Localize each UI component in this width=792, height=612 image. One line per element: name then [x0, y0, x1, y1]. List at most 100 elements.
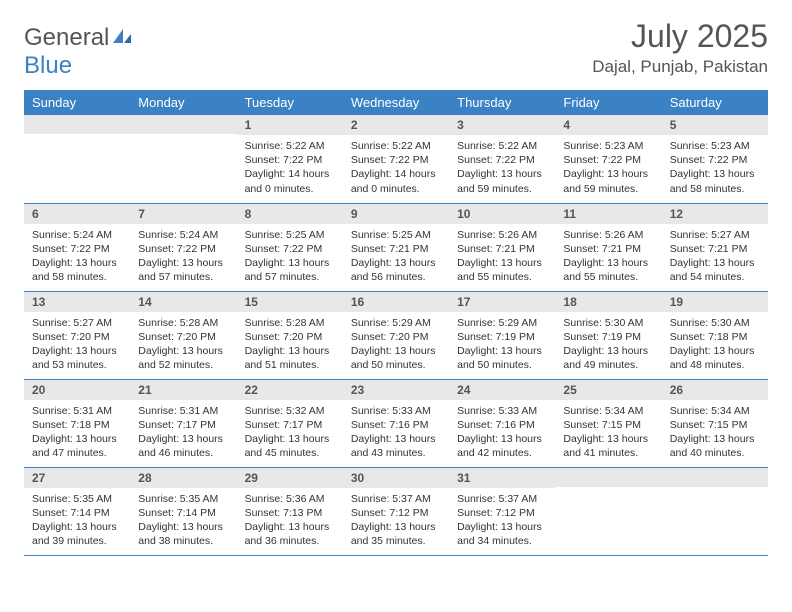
day-body: Sunrise: 5:37 AMSunset: 7:12 PMDaylight:…: [343, 488, 449, 555]
daylight-text: Daylight: 13 hours and 53 minutes.: [32, 344, 122, 372]
daylight-text: Daylight: 13 hours and 58 minutes.: [670, 167, 760, 195]
sunrise-text: Sunrise: 5:30 AM: [670, 316, 760, 330]
day-header: Monday: [130, 90, 236, 115]
daylight-text: Daylight: 13 hours and 51 minutes.: [245, 344, 335, 372]
day-number: 26: [662, 380, 768, 400]
day-body: Sunrise: 5:26 AMSunset: 7:21 PMDaylight:…: [449, 224, 555, 291]
day-body: Sunrise: 5:23 AMSunset: 7:22 PMDaylight:…: [662, 135, 768, 202]
day-number: 17: [449, 292, 555, 312]
sunset-text: Sunset: 7:22 PM: [457, 153, 547, 167]
day-body: Sunrise: 5:34 AMSunset: 7:15 PMDaylight:…: [662, 400, 768, 467]
sunset-text: Sunset: 7:18 PM: [670, 330, 760, 344]
calendar-day-cell: 6Sunrise: 5:24 AMSunset: 7:22 PMDaylight…: [24, 203, 130, 291]
day-number: 11: [555, 204, 661, 224]
calendar-day-cell: 18Sunrise: 5:30 AMSunset: 7:19 PMDayligh…: [555, 291, 661, 379]
sunset-text: Sunset: 7:16 PM: [351, 418, 441, 432]
day-number: 18: [555, 292, 661, 312]
sunrise-text: Sunrise: 5:25 AM: [245, 228, 335, 242]
calendar-day-cell: 2Sunrise: 5:22 AMSunset: 7:22 PMDaylight…: [343, 115, 449, 203]
sunset-text: Sunset: 7:20 PM: [245, 330, 335, 344]
day-body: Sunrise: 5:22 AMSunset: 7:22 PMDaylight:…: [449, 135, 555, 202]
day-number: 19: [662, 292, 768, 312]
sunrise-text: Sunrise: 5:23 AM: [563, 139, 653, 153]
sunset-text: Sunset: 7:21 PM: [563, 242, 653, 256]
day-body: Sunrise: 5:24 AMSunset: 7:22 PMDaylight:…: [24, 224, 130, 291]
day-number: 23: [343, 380, 449, 400]
calendar-day-cell: 19Sunrise: 5:30 AMSunset: 7:18 PMDayligh…: [662, 291, 768, 379]
calendar-day-cell: 8Sunrise: 5:25 AMSunset: 7:22 PMDaylight…: [237, 203, 343, 291]
calendar-empty-cell: [555, 467, 661, 555]
logo: GeneralBlue: [24, 24, 133, 80]
calendar-day-cell: 17Sunrise: 5:29 AMSunset: 7:19 PMDayligh…: [449, 291, 555, 379]
sunset-text: Sunset: 7:21 PM: [457, 242, 547, 256]
daylight-text: Daylight: 13 hours and 41 minutes.: [563, 432, 653, 460]
day-body: Sunrise: 5:33 AMSunset: 7:16 PMDaylight:…: [343, 400, 449, 467]
sunrise-text: Sunrise: 5:22 AM: [245, 139, 335, 153]
day-body: [662, 487, 768, 497]
calendar-day-cell: 4Sunrise: 5:23 AMSunset: 7:22 PMDaylight…: [555, 115, 661, 203]
sunset-text: Sunset: 7:14 PM: [32, 506, 122, 520]
calendar-table: SundayMondayTuesdayWednesdayThursdayFrid…: [24, 90, 768, 556]
sunset-text: Sunset: 7:15 PM: [563, 418, 653, 432]
title-location: Dajal, Punjab, Pakistan: [592, 57, 768, 77]
daylight-text: Daylight: 13 hours and 56 minutes.: [351, 256, 441, 284]
calendar-day-cell: 25Sunrise: 5:34 AMSunset: 7:15 PMDayligh…: [555, 379, 661, 467]
sunset-text: Sunset: 7:12 PM: [457, 506, 547, 520]
day-header: Friday: [555, 90, 661, 115]
daylight-text: Daylight: 13 hours and 54 minutes.: [670, 256, 760, 284]
day-body: [555, 487, 661, 497]
sunrise-text: Sunrise: 5:37 AM: [351, 492, 441, 506]
sunrise-text: Sunrise: 5:22 AM: [457, 139, 547, 153]
day-number: 4: [555, 115, 661, 135]
day-number: 10: [449, 204, 555, 224]
logo-text: GeneralBlue: [24, 24, 133, 80]
sunrise-text: Sunrise: 5:29 AM: [457, 316, 547, 330]
day-number: 30: [343, 468, 449, 488]
day-number: 2: [343, 115, 449, 135]
calendar-day-cell: 12Sunrise: 5:27 AMSunset: 7:21 PMDayligh…: [662, 203, 768, 291]
daylight-text: Daylight: 13 hours and 58 minutes.: [32, 256, 122, 284]
sunrise-text: Sunrise: 5:27 AM: [670, 228, 760, 242]
calendar-week-row: 1Sunrise: 5:22 AMSunset: 7:22 PMDaylight…: [24, 115, 768, 203]
sunrise-text: Sunrise: 5:26 AM: [563, 228, 653, 242]
sunrise-text: Sunrise: 5:24 AM: [138, 228, 228, 242]
calendar-page: GeneralBlue July 2025 Dajal, Punjab, Pak…: [0, 0, 792, 580]
day-number: 15: [237, 292, 343, 312]
calendar-day-cell: 30Sunrise: 5:37 AMSunset: 7:12 PMDayligh…: [343, 467, 449, 555]
day-body: Sunrise: 5:31 AMSunset: 7:17 PMDaylight:…: [130, 400, 236, 467]
day-number: 8: [237, 204, 343, 224]
logo-sail-icon: [111, 24, 133, 52]
day-number: 6: [24, 204, 130, 224]
sunset-text: Sunset: 7:14 PM: [138, 506, 228, 520]
sunset-text: Sunset: 7:22 PM: [351, 153, 441, 167]
day-number: 7: [130, 204, 236, 224]
day-body: Sunrise: 5:35 AMSunset: 7:14 PMDaylight:…: [130, 488, 236, 555]
day-body: Sunrise: 5:26 AMSunset: 7:21 PMDaylight:…: [555, 224, 661, 291]
daylight-text: Daylight: 13 hours and 55 minutes.: [457, 256, 547, 284]
calendar-day-cell: 1Sunrise: 5:22 AMSunset: 7:22 PMDaylight…: [237, 115, 343, 203]
calendar-empty-cell: [130, 115, 236, 203]
daylight-text: Daylight: 13 hours and 39 minutes.: [32, 520, 122, 548]
calendar-empty-cell: [24, 115, 130, 203]
sunrise-text: Sunrise: 5:37 AM: [457, 492, 547, 506]
day-number: [130, 115, 236, 134]
sunrise-text: Sunrise: 5:36 AM: [245, 492, 335, 506]
day-number: 3: [449, 115, 555, 135]
day-number: [555, 468, 661, 487]
day-number: 29: [237, 468, 343, 488]
calendar-day-cell: 16Sunrise: 5:29 AMSunset: 7:20 PMDayligh…: [343, 291, 449, 379]
day-number: 22: [237, 380, 343, 400]
title-block: July 2025 Dajal, Punjab, Pakistan: [592, 18, 768, 77]
day-number: 13: [24, 292, 130, 312]
sunrise-text: Sunrise: 5:33 AM: [457, 404, 547, 418]
day-body: Sunrise: 5:30 AMSunset: 7:19 PMDaylight:…: [555, 312, 661, 379]
day-body: Sunrise: 5:32 AMSunset: 7:17 PMDaylight:…: [237, 400, 343, 467]
day-body: Sunrise: 5:23 AMSunset: 7:22 PMDaylight:…: [555, 135, 661, 202]
sunset-text: Sunset: 7:22 PM: [32, 242, 122, 256]
sunset-text: Sunset: 7:12 PM: [351, 506, 441, 520]
day-number: 1: [237, 115, 343, 135]
sunset-text: Sunset: 7:18 PM: [32, 418, 122, 432]
sunset-text: Sunset: 7:17 PM: [245, 418, 335, 432]
day-header-row: SundayMondayTuesdayWednesdayThursdayFrid…: [24, 90, 768, 115]
sunset-text: Sunset: 7:22 PM: [138, 242, 228, 256]
